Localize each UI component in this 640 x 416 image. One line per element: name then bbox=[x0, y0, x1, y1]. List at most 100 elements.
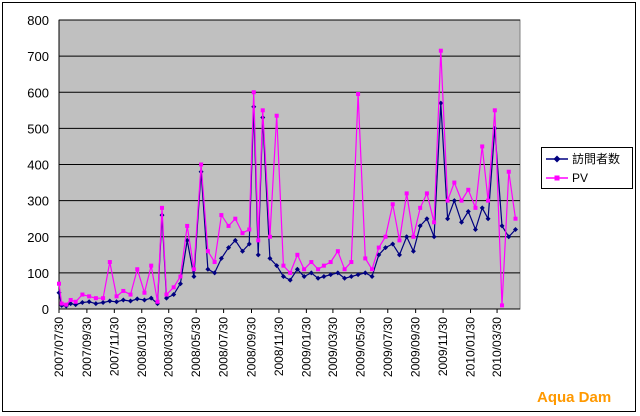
data-point bbox=[369, 273, 375, 279]
data-point bbox=[93, 301, 99, 307]
data-point bbox=[335, 270, 341, 276]
data-point bbox=[445, 198, 450, 203]
data-point bbox=[321, 263, 326, 268]
data-point bbox=[459, 219, 465, 225]
x-tick-label: 2008/07/30 bbox=[217, 317, 231, 377]
data-point bbox=[438, 100, 444, 106]
x-tick-label: 2008/11/30 bbox=[272, 317, 286, 376]
data-point bbox=[101, 296, 106, 301]
data-point bbox=[492, 108, 497, 113]
data-point bbox=[171, 285, 176, 290]
y-tick-labels: 0 100 200 300 400 500 600 700 800 bbox=[27, 13, 49, 317]
data-point bbox=[321, 273, 327, 279]
data-point bbox=[114, 294, 119, 299]
data-point bbox=[178, 274, 183, 279]
data-point bbox=[149, 263, 154, 268]
data-point bbox=[79, 299, 85, 305]
data-point bbox=[199, 162, 204, 167]
data-point bbox=[506, 234, 512, 240]
legend-swatch-visitors bbox=[546, 155, 568, 163]
data-point bbox=[68, 297, 73, 302]
data-point bbox=[404, 234, 410, 240]
data-point bbox=[451, 198, 457, 204]
y-tick-label: 800 bbox=[27, 13, 49, 28]
data-point bbox=[212, 270, 218, 276]
data-point bbox=[328, 260, 333, 265]
data-point bbox=[316, 267, 321, 272]
data-point bbox=[121, 288, 126, 293]
data-point bbox=[309, 260, 314, 265]
data-point bbox=[411, 234, 416, 239]
data-point bbox=[328, 272, 334, 278]
y-tick-label: 600 bbox=[27, 85, 49, 100]
data-point bbox=[86, 299, 92, 305]
data-point bbox=[499, 223, 505, 229]
x-tick-labels: 2007/07/30 2007/09/30 2007/11/30 2008/01/30… bbox=[52, 309, 504, 377]
data-point bbox=[418, 205, 423, 210]
data-point bbox=[256, 238, 261, 243]
data-point bbox=[417, 223, 423, 229]
data-point bbox=[73, 299, 78, 304]
data-point bbox=[280, 273, 286, 279]
data-point bbox=[240, 231, 245, 236]
data-point bbox=[506, 169, 511, 174]
x-tick-label: 2008/01/30 bbox=[135, 317, 149, 377]
data-point bbox=[57, 281, 61, 286]
data-point bbox=[171, 292, 177, 298]
data-point bbox=[142, 290, 147, 295]
data-point bbox=[302, 267, 307, 272]
data-point bbox=[120, 297, 126, 303]
data-point bbox=[226, 245, 232, 251]
data-point bbox=[445, 216, 451, 222]
y-tick-label: 200 bbox=[27, 230, 49, 245]
legend-entry-pv: PV bbox=[546, 169, 632, 187]
data-point bbox=[363, 256, 368, 261]
data-point bbox=[383, 234, 388, 239]
data-point bbox=[87, 294, 92, 299]
data-point bbox=[348, 273, 354, 279]
data-point bbox=[376, 245, 381, 250]
data-point bbox=[424, 216, 430, 222]
data-point bbox=[191, 273, 197, 279]
data-point bbox=[114, 299, 120, 305]
data-point bbox=[485, 216, 491, 222]
data-point bbox=[431, 234, 437, 240]
data-point bbox=[342, 267, 347, 272]
x-tick-label: 2009/07/30 bbox=[381, 317, 395, 377]
data-point bbox=[107, 298, 113, 304]
data-point bbox=[390, 241, 396, 247]
watermark-text: Aqua Dam bbox=[537, 389, 612, 406]
data-point bbox=[438, 48, 443, 53]
x-tick-label: 2009/01/30 bbox=[299, 317, 313, 377]
data-point bbox=[472, 227, 478, 233]
y-tick-label: 700 bbox=[27, 49, 49, 64]
data-point bbox=[396, 252, 402, 258]
data-point bbox=[267, 234, 272, 239]
data-point bbox=[205, 266, 211, 272]
data-point bbox=[410, 248, 416, 254]
x-tick-label: 2009/05/30 bbox=[353, 317, 367, 377]
data-point bbox=[513, 216, 518, 221]
data-point bbox=[164, 292, 169, 297]
data-point bbox=[308, 270, 314, 276]
data-point bbox=[500, 303, 505, 308]
x-tick-label: 2010/01/30 bbox=[464, 317, 478, 377]
legend-entry-visitors: 訪問者数 bbox=[546, 150, 632, 168]
data-point bbox=[212, 260, 217, 265]
data-point bbox=[274, 113, 279, 118]
data-point bbox=[287, 277, 293, 283]
data-point bbox=[397, 238, 402, 243]
data-point bbox=[155, 299, 160, 304]
data-point bbox=[134, 296, 140, 302]
data-point bbox=[226, 223, 231, 228]
x-tick-label: 2008/09/30 bbox=[244, 317, 258, 377]
data-point bbox=[370, 267, 375, 272]
x-tick-label: 2008/05/30 bbox=[189, 317, 203, 377]
data-point bbox=[80, 292, 85, 297]
data-point bbox=[459, 198, 464, 203]
x-tick-label: 2007/09/30 bbox=[80, 317, 94, 377]
data-point bbox=[342, 275, 348, 281]
data-point bbox=[64, 302, 69, 307]
data-point bbox=[148, 295, 154, 301]
